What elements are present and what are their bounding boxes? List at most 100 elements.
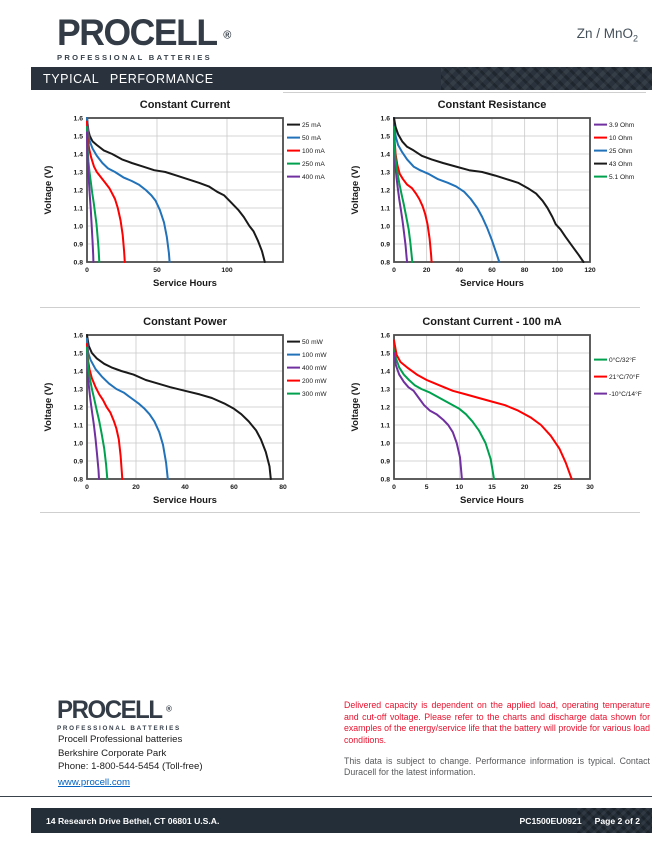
address-line: Procell Professional batteries: [58, 734, 183, 745]
x-tick-label: 60: [230, 484, 238, 491]
legend-label: 400 mA: [302, 174, 325, 181]
x-tick-label: 40: [456, 267, 464, 274]
legend-label: 0°C/32°F: [609, 356, 636, 364]
x-tick-label: 20: [521, 484, 529, 491]
legend-item-10-c-14-f: -10°C/14°F: [594, 390, 642, 398]
chart-constant-power: 0 20 40 60 80 0.8 0.9 1.0 1.1 1.2 1.3 1.4 1.5 1.6 Cons…: [40, 312, 340, 512]
y-tick-label: 0.9: [74, 241, 84, 248]
series-line-200-mw: [86, 343, 124, 480]
x-tick-label: 20: [423, 267, 431, 274]
document-code: PC1500EU0921: [519, 815, 582, 826]
x-axis-label: Service Hours: [460, 278, 524, 289]
legend-label: 25 mA: [302, 122, 322, 129]
x-axis-label: Service Hours: [460, 495, 524, 506]
y-tick-label: 1.6: [381, 115, 391, 122]
x-tick-label: 0: [392, 267, 396, 274]
x-tick-label: 100: [552, 267, 564, 274]
series-line-300-mw: [86, 346, 109, 480]
section-title: TYPICAL PERFORMANCE: [43, 71, 214, 86]
footer-registered-mark: ®: [165, 704, 172, 714]
y-tick-label: 0.9: [74, 458, 84, 465]
y-tick-label: 1.2: [74, 404, 84, 411]
x-tick-label: 120: [584, 267, 596, 274]
chemistry-base: Zn / MnO: [576, 26, 633, 41]
registered-mark: ®: [223, 29, 232, 42]
y-tick-label: 0.8: [381, 476, 391, 483]
legend-item-400-mw: 400 mW: [287, 365, 327, 372]
y-tick-label: 1.1: [74, 205, 84, 212]
legend-item-100-mw: 100 mW: [287, 352, 327, 359]
procell-footer-logo: PROCELL ® PROFESSIONAL BATTERIES: [57, 698, 181, 732]
legend-label: 21°C/70°F: [609, 373, 640, 381]
y-tick-label: 1.3: [74, 386, 84, 393]
chart-svg-constant-resistance: 0 20 40 60 80 100 120 0.8 0.9 1.0 1.1 1.2 1.3 1.4 1.5 1…: [350, 99, 635, 289]
legend-item-21-c-70-f: 21°C/70°F: [594, 373, 640, 381]
legend-item-0-c-32-f: 0°C/32°F: [594, 356, 636, 364]
x-axis-label: Service Hours: [153, 495, 217, 506]
chart-title: Constant Power: [143, 316, 227, 328]
plot-border: [86, 117, 284, 263]
section-banner: TYPICAL PERFORMANCE: [31, 67, 652, 90]
y-tick-label: 1.5: [381, 350, 391, 357]
series-line-5-1-ohm: [393, 126, 414, 263]
website-link[interactable]: www.procell.com: [58, 776, 130, 788]
legend-item-25-ma: 25 mA: [287, 122, 322, 129]
y-tick-label: 0.8: [381, 259, 391, 266]
y-tick-label: 0.9: [381, 458, 391, 465]
y-tick-label: 1.6: [381, 332, 391, 339]
x-tick-label: 80: [279, 484, 287, 491]
address-line: Phone: 1-800-544-5454 (Toll-free): [58, 761, 203, 773]
plot-border: [393, 117, 591, 263]
legend-label: 400 mW: [302, 365, 327, 372]
y-tick-label: 1.1: [381, 422, 391, 429]
page-number: Page 2 of 2: [594, 815, 640, 826]
y-tick-label: 0.8: [74, 259, 84, 266]
x-tick-label: 0: [85, 484, 89, 491]
x-tick-label: 0: [392, 484, 396, 491]
address-line: Berkshire Corporate Park: [58, 747, 167, 759]
series-line-10-ohm: [393, 122, 433, 263]
x-tick-label: 40: [181, 484, 189, 491]
series-line-10-c-14-f: [393, 352, 463, 480]
disclaimer-capacity-note: Delivered capacity is dependent on the a…: [344, 700, 650, 746]
legend-item-100-ma: 100 mA: [287, 148, 325, 155]
chart-constant-resistance: 0 20 40 60 80 100 120 0.8 0.9 1.0 1.1 1.2 1.3 1.4 1.5 1…: [347, 95, 647, 295]
legend-item-3-9-ohm: 3.9 Ohm: [594, 122, 635, 129]
legend-label: 100 mW: [302, 352, 327, 359]
series-line-25-ma: [86, 117, 266, 263]
y-tick-label: 1.4: [74, 368, 84, 375]
y-tick-label: 1.2: [381, 404, 391, 411]
plot-border: [393, 334, 591, 480]
disclaimer-data-note: This data is subject to change. Performa…: [344, 755, 650, 778]
legend-label: 5.1 Ohm: [609, 174, 635, 181]
y-tick-label: 1.5: [381, 133, 391, 140]
chart-title: Constant Current - 100 mA: [422, 316, 561, 328]
x-axis-label: Service Hours: [153, 278, 217, 289]
y-axis-label: Voltage (V): [43, 383, 54, 432]
x-tick-label: 50: [153, 267, 161, 274]
y-tick-label: 1.2: [74, 187, 84, 194]
procell-footer-logo-text: PROCELL: [57, 696, 163, 724]
disclaimer-block: Delivered capacity is dependent on the a…: [344, 700, 650, 779]
series-line-400-ma: [86, 131, 95, 263]
legend-item-50-mw: 50 mW: [287, 339, 324, 346]
x-tick-label: 0: [85, 267, 89, 274]
procell-logo: PROCELL ® PROFESSIONAL BATTERIES: [57, 14, 231, 62]
y-tick-label: 1.0: [74, 223, 84, 230]
legend-label: 200 mW: [302, 378, 327, 385]
legend-item-400-ma: 400 mA: [287, 174, 325, 181]
legend-label: 3.9 Ohm: [609, 122, 635, 129]
y-tick-label: 1.4: [381, 151, 391, 158]
footer-rule: [0, 796, 652, 797]
procell-footer-logo-tagline: PROFESSIONAL BATTERIES: [57, 725, 181, 732]
legend-label: 10 Ohm: [609, 135, 633, 142]
procell-logo-tagline: PROFESSIONAL BATTERIES: [57, 53, 212, 62]
y-tick-label: 1.3: [74, 169, 84, 176]
x-tick-label: 60: [488, 267, 496, 274]
chart-title: Constant Resistance: [438, 99, 547, 111]
legend-label: -10°C/14°F: [609, 390, 642, 398]
legend-item-50-ma: 50 mA: [287, 135, 322, 142]
series-line-43-ohm: [393, 117, 585, 263]
chart-svg-constant-current-100-ma: 0 5 10 15 20 25 30 0.8 0.9 1.0 1.1 1.2 1.3 1.4 1.5 1.6 C…: [350, 316, 642, 506]
